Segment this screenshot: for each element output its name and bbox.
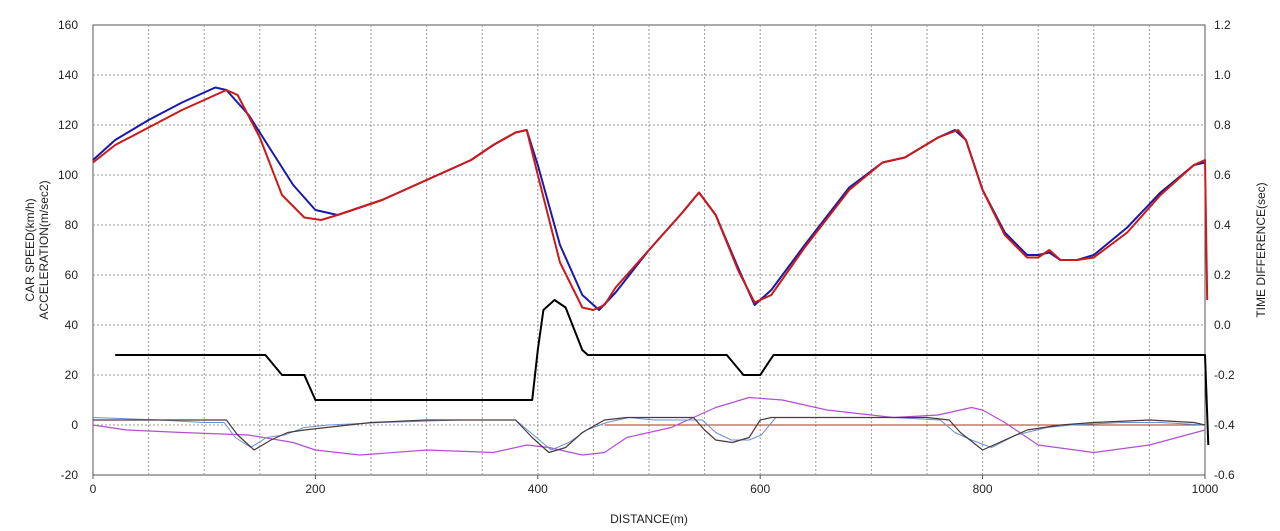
y-right-tick-label: -0.2 [1214, 368, 1235, 382]
y-left-tick-label: 140 [58, 68, 78, 82]
x-axis-label: DISTANCE(m) [610, 512, 688, 526]
y-left-tick-label: 160 [58, 18, 78, 32]
series-line-speed-red [92, 89, 1209, 311]
y-right-tick-label: -0.6 [1214, 468, 1235, 482]
series-line-accel-light [92, 417, 1206, 451]
series-line-lateral-purple [92, 396, 1206, 456]
y-right-tick-label: 0.2 [1214, 268, 1231, 282]
y-left-tick-label: 60 [65, 268, 79, 282]
x-tick-label: 400 [528, 482, 548, 496]
y-right-tick-label: 0.0 [1214, 318, 1231, 332]
y-right-tick-label: 1.0 [1214, 68, 1231, 82]
x-tick-label: 0 [90, 482, 97, 496]
y-left-tick-label: 80 [65, 218, 79, 232]
y-left-tick-label: 0 [71, 418, 78, 432]
x-tick-label: 600 [750, 482, 770, 496]
y-left-tick-label: 120 [58, 118, 78, 132]
x-tick-label: 200 [305, 482, 325, 496]
y-axis-label-acceleration: ACCELERATION(m/sec2) [37, 180, 51, 319]
y-axis-label-time-difference: TIME DIFFERENCE(sec) [1254, 182, 1268, 317]
tick-labels: 0 200 400 600 800 1000 -20 0 20 40 60 80 100 120 140 16… [58, 18, 1235, 496]
y-right-tick-label: -0.4 [1214, 418, 1235, 432]
y-left-tick-label: -20 [61, 468, 79, 482]
y-right-tick-label: 0.4 [1214, 218, 1231, 232]
y-left-tick-label: 100 [58, 168, 78, 182]
y-right-tick-label: 0.8 [1214, 118, 1231, 132]
series-layer [92, 86, 1210, 456]
x-tick-label: 1000 [1192, 482, 1219, 496]
y-left-tick-label: 40 [65, 318, 79, 332]
series-line-time-diff [115, 299, 1210, 446]
y-right-tick-label: 0.6 [1214, 168, 1231, 182]
y-right-tick-label: 1.2 [1214, 18, 1231, 32]
y-left-tick-label: 20 [65, 368, 79, 382]
series-line-accel-dark [93, 416, 1206, 454]
y-axis-label-speed: CAR SPEED(km/h) [23, 198, 37, 301]
x-tick-label: 800 [973, 482, 993, 496]
